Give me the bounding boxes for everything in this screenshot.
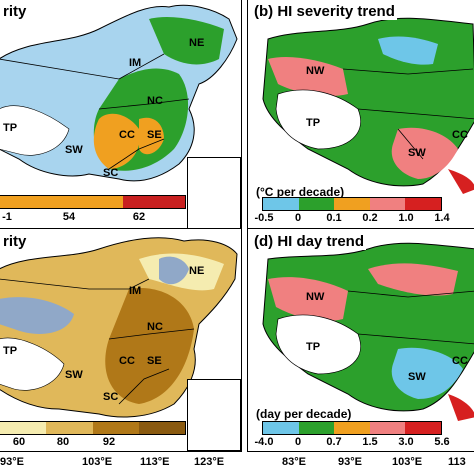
panel-a: rity NE IM NC TP CC SE SW SC -1 54 62 (0, 0, 242, 230)
region-label-se: SE (147, 355, 162, 367)
tick-label: 1.5 (362, 436, 378, 448)
region-label-sw: SW (408, 147, 426, 159)
colorbar-b (262, 197, 442, 211)
tick-label: 80 (56, 436, 70, 448)
panel-b: (b) HI severity trend NW TP CC SW (°C pe… (247, 0, 474, 230)
colorbar-d (262, 421, 442, 435)
region-label-nc: NC (147, 321, 163, 333)
region-label-ne: NE (189, 265, 205, 277)
region-label-sw: SW (65, 369, 83, 381)
region-label-im: IM (129, 285, 142, 297)
region-label-sc: SC (103, 167, 119, 179)
tick-label: 60 (12, 436, 26, 448)
region-label-tp: TP (306, 341, 321, 353)
region-label-nc: NC (147, 95, 163, 107)
region-label-tp: TP (3, 122, 18, 134)
region-label-se: SE (147, 129, 162, 141)
colorbar-a (0, 195, 186, 209)
tick-label: 3.0 (398, 436, 414, 448)
panel-d-unit: (day per decade) (256, 407, 352, 421)
panel-c: rity NE IM NC TP CC SE SW SC 60 80 92 (0, 228, 242, 452)
tick-label: -4.0 (254, 436, 274, 448)
lon-label: 123°E (194, 456, 225, 468)
panel-b-title: (b) HI severity trend (252, 3, 397, 20)
lon-label: 93°E (338, 456, 362, 468)
panel-b-unit: (°C per decade) (256, 185, 345, 199)
tick-label: 0.1 (326, 212, 342, 224)
tick-label: 0.7 (326, 436, 342, 448)
tick-label: 1.0 (398, 212, 414, 224)
map-c (0, 237, 238, 418)
tick-label: 1.4 (434, 212, 450, 224)
region-label-sc: SC (103, 391, 119, 403)
lon-label: 113 (448, 456, 466, 468)
map-d (262, 242, 474, 421)
region-label-cc: CC (452, 129, 468, 141)
region-label-im: IM (129, 57, 142, 69)
region-label-cc: CC (452, 355, 468, 367)
lon-label: 93°E (0, 456, 24, 468)
region-label-sw: SW (65, 144, 83, 156)
region-label-tp: TP (306, 117, 321, 129)
lon-label: 103°E (82, 456, 113, 468)
region-label-cc: CC (119, 129, 135, 141)
lon-label: 113°E (140, 456, 170, 468)
south-china-sea-inset (187, 379, 241, 451)
region-label-cc: CC (119, 355, 135, 367)
region-label-nw: NW (306, 291, 325, 303)
tick-label: 62 (132, 211, 146, 223)
map-b (262, 17, 474, 194)
region-label-sw: SW (408, 371, 426, 383)
tick-label: -1 (2, 211, 12, 223)
panel-d: (d) HI day trend NW TP CC SW (day per de… (247, 228, 474, 452)
panel-c-title: rity (1, 233, 29, 250)
map-a (0, 4, 238, 182)
tick-label: 0.2 (362, 212, 378, 224)
tick-label: 54 (62, 211, 76, 223)
south-china-sea-inset (187, 157, 241, 229)
tick-label: 92 (102, 436, 116, 448)
lon-label: 103°E (392, 456, 423, 468)
panel-a-title: rity (1, 3, 29, 20)
colorbar-c (0, 421, 186, 435)
region-label-nw: NW (306, 65, 325, 77)
panel-d-title: (d) HI day trend (252, 233, 367, 250)
tick-label: 0 (294, 212, 302, 224)
tick-label: -0.5 (254, 212, 274, 224)
region-label-tp: TP (3, 345, 18, 357)
tick-label: 5.6 (434, 436, 450, 448)
tick-label: 0 (294, 436, 302, 448)
lon-label: 83°E (282, 456, 306, 468)
region-label-ne: NE (189, 37, 205, 49)
